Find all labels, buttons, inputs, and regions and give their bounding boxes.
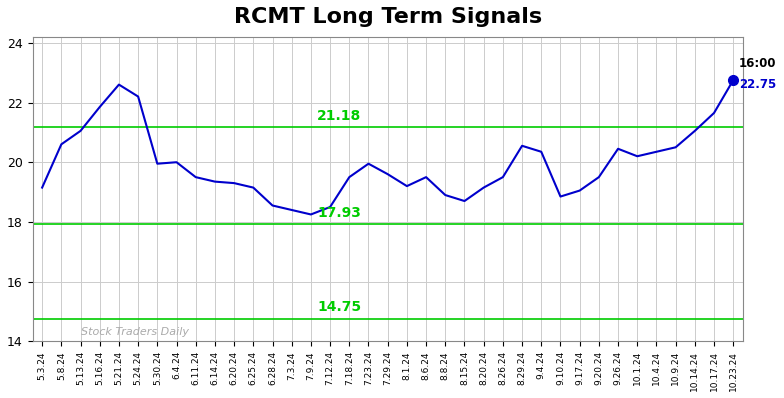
Text: 21.18: 21.18: [318, 109, 361, 123]
Text: 16:00: 16:00: [739, 57, 776, 70]
Text: 22.75: 22.75: [739, 78, 776, 91]
Text: Stock Traders Daily: Stock Traders Daily: [81, 327, 188, 337]
Title: RCMT Long Term Signals: RCMT Long Term Signals: [234, 7, 542, 27]
Text: 17.93: 17.93: [318, 205, 361, 220]
Text: 14.75: 14.75: [318, 300, 361, 314]
